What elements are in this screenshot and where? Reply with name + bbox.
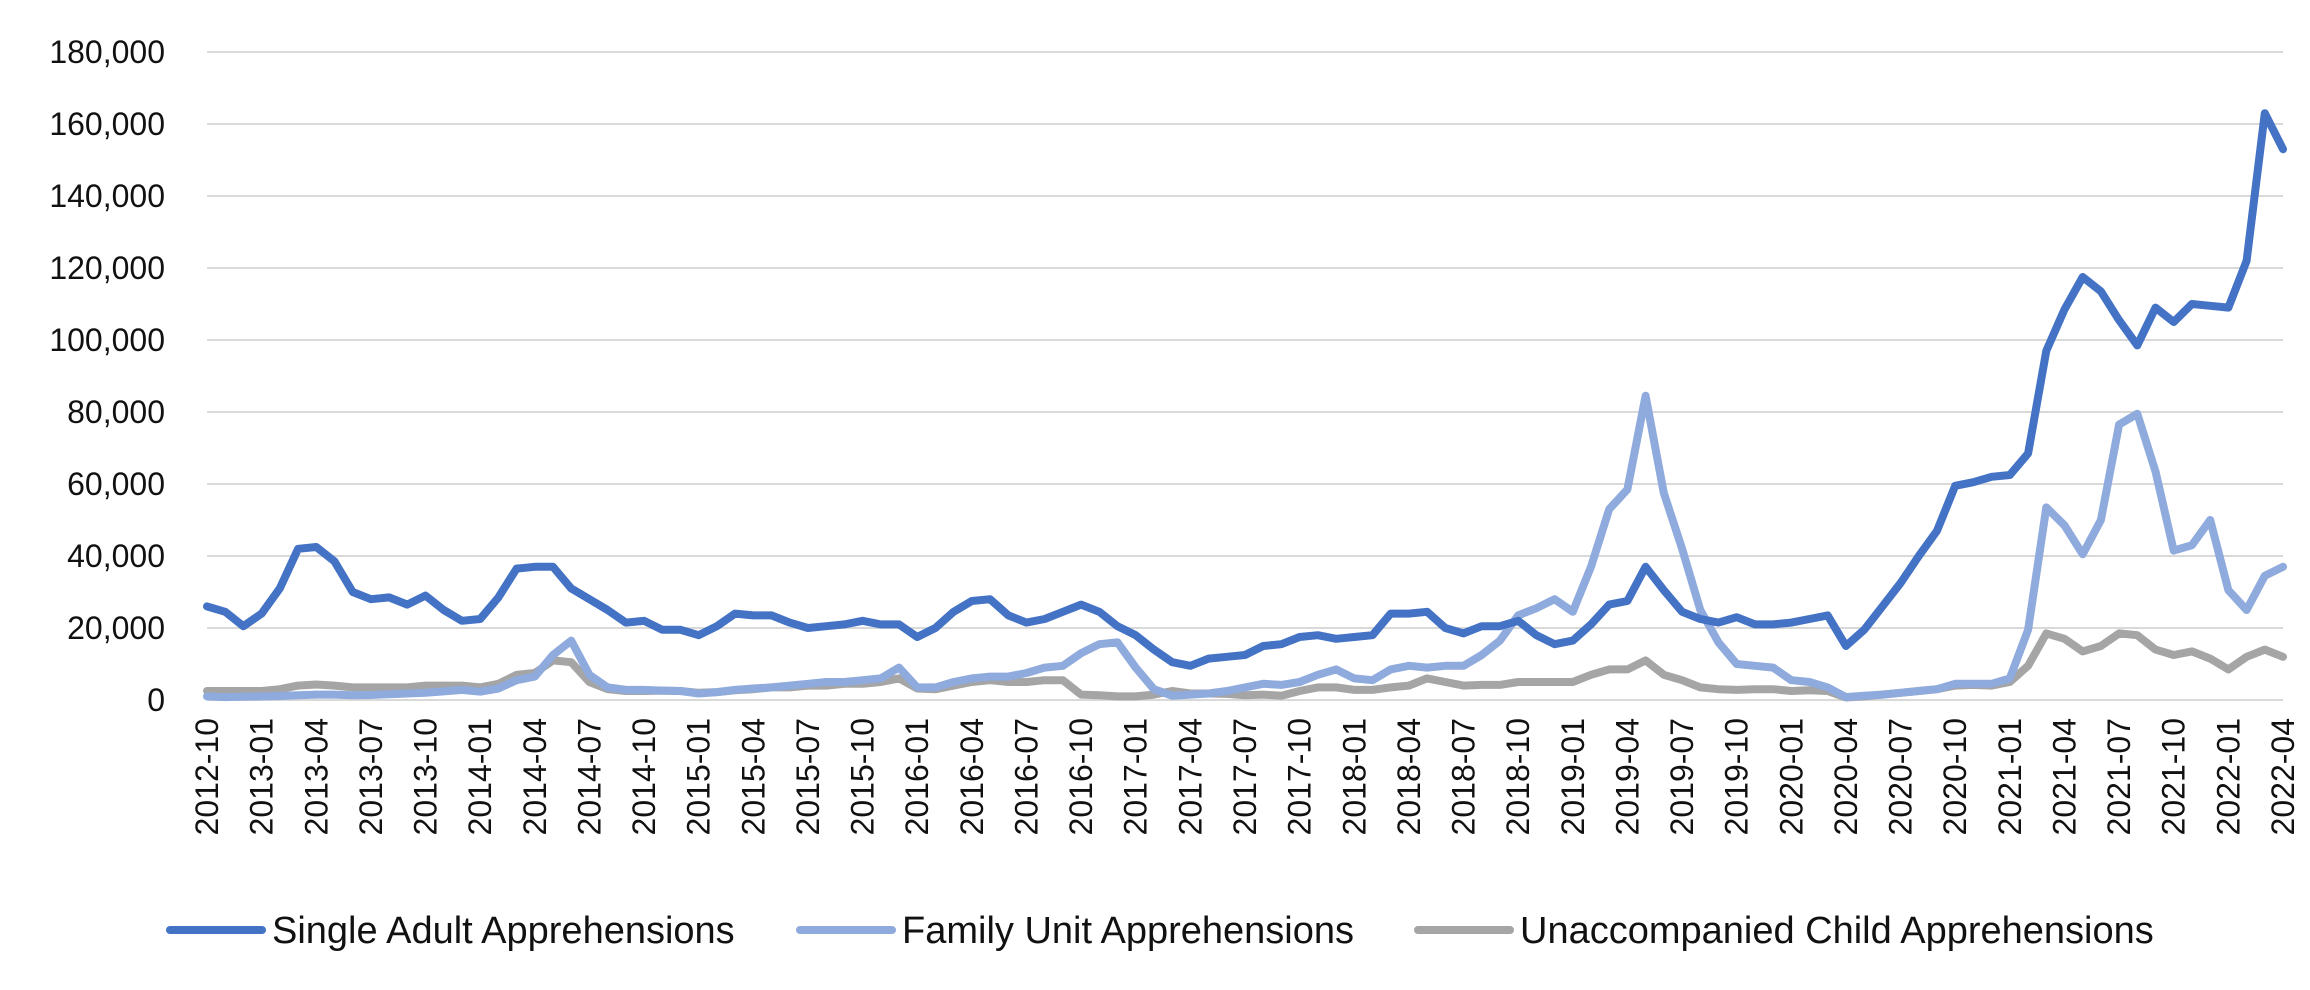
x-tick-label: 2018-07: [1446, 718, 1482, 835]
x-tick-label: 2019-07: [1664, 718, 1700, 835]
x-tick-label: 2017-04: [1172, 718, 1208, 835]
x-tick-label: 2017-01: [1118, 718, 1154, 835]
y-tick-label: 60,000: [67, 466, 165, 502]
x-tick-label: 2021-10: [2156, 718, 2192, 835]
x-tick-label: 2019-10: [1719, 718, 1755, 835]
x-tick-label: 2014-04: [517, 718, 553, 835]
x-tick-label: 2018-10: [1500, 718, 1536, 835]
x-tick-label: 2015-04: [735, 718, 771, 835]
x-tick-label: 2018-01: [1336, 718, 1372, 835]
legend-label: Unaccompanied Child Apprehensions: [1520, 910, 2154, 952]
x-tick-label: 2021-07: [2101, 718, 2137, 835]
x-tick-label: 2013-10: [408, 718, 444, 835]
x-tick-label: 2017-10: [1282, 718, 1318, 835]
x-tick-label: 2019-01: [1555, 718, 1591, 835]
x-tick-label: 2020-04: [1828, 718, 1864, 835]
y-axis: 0 20,000 40,000 60,000 80,000 100,000 120,000 1…: [49, 34, 165, 718]
y-tick-label: 40,000: [67, 538, 165, 574]
x-tick-label: 2016-07: [1008, 718, 1044, 835]
series-line-single-adult-apprehensions: [203, 109, 2287, 670]
x-axis: 2012-10 2013-01 2013-04 2013-07 2013-10 2014-…: [189, 718, 2301, 835]
x-tick-label: 2013-01: [244, 718, 280, 835]
x-tick-label: 2013-07: [353, 718, 389, 835]
x-tick-label: 2016-01: [899, 718, 935, 835]
y-tick-label: 100,000: [49, 322, 165, 358]
x-tick-label: 2021-01: [1992, 718, 2028, 835]
y-tick-label: 140,000: [49, 178, 165, 214]
x-tick-label: 2021-04: [2046, 718, 2082, 835]
x-tick-label: 2014-01: [462, 718, 498, 835]
legend-label: Single Adult Apprehensions: [272, 910, 735, 952]
x-tick-label: 2014-07: [571, 718, 607, 835]
x-tick-label: 2016-04: [954, 718, 990, 835]
x-tick-label: 2020-10: [1937, 718, 1973, 835]
x-tick-label: 2012-10: [189, 718, 225, 835]
y-tick-label: 0: [147, 682, 165, 718]
y-tick-label: 20,000: [67, 610, 165, 646]
legend-label: Family Unit Apprehensions: [902, 910, 1354, 952]
series-line-family-unit-apprehensions: [203, 391, 2287, 702]
x-tick-label: 2019-04: [1609, 718, 1645, 835]
x-tick-label: 2015-07: [790, 718, 826, 835]
x-tick-label: 2020-01: [1773, 718, 1809, 835]
y-tick-label: 180,000: [49, 34, 165, 70]
x-tick-label: 2013-04: [298, 718, 334, 835]
x-tick-label: 2022-04: [2265, 718, 2301, 835]
x-tick-label: 2022-01: [2210, 718, 2246, 835]
gridlines: [207, 51, 2283, 701]
x-tick-label: 2015-01: [681, 718, 717, 835]
x-tick-label: 2015-10: [845, 718, 881, 835]
y-tick-label: 120,000: [49, 250, 165, 286]
y-tick-label: 80,000: [67, 394, 165, 430]
x-tick-label: 2018-04: [1391, 718, 1427, 835]
x-tick-label: 2017-07: [1227, 718, 1263, 835]
plot-area: [203, 109, 2287, 702]
x-tick-label: 2014-10: [626, 718, 662, 835]
x-tick-label: 2016-10: [1063, 718, 1099, 835]
y-tick-label: 160,000: [49, 106, 165, 142]
legend: Single Adult Apprehensions Family Unit Ap…: [166, 910, 2154, 952]
x-tick-label: 2020-07: [1883, 718, 1919, 835]
